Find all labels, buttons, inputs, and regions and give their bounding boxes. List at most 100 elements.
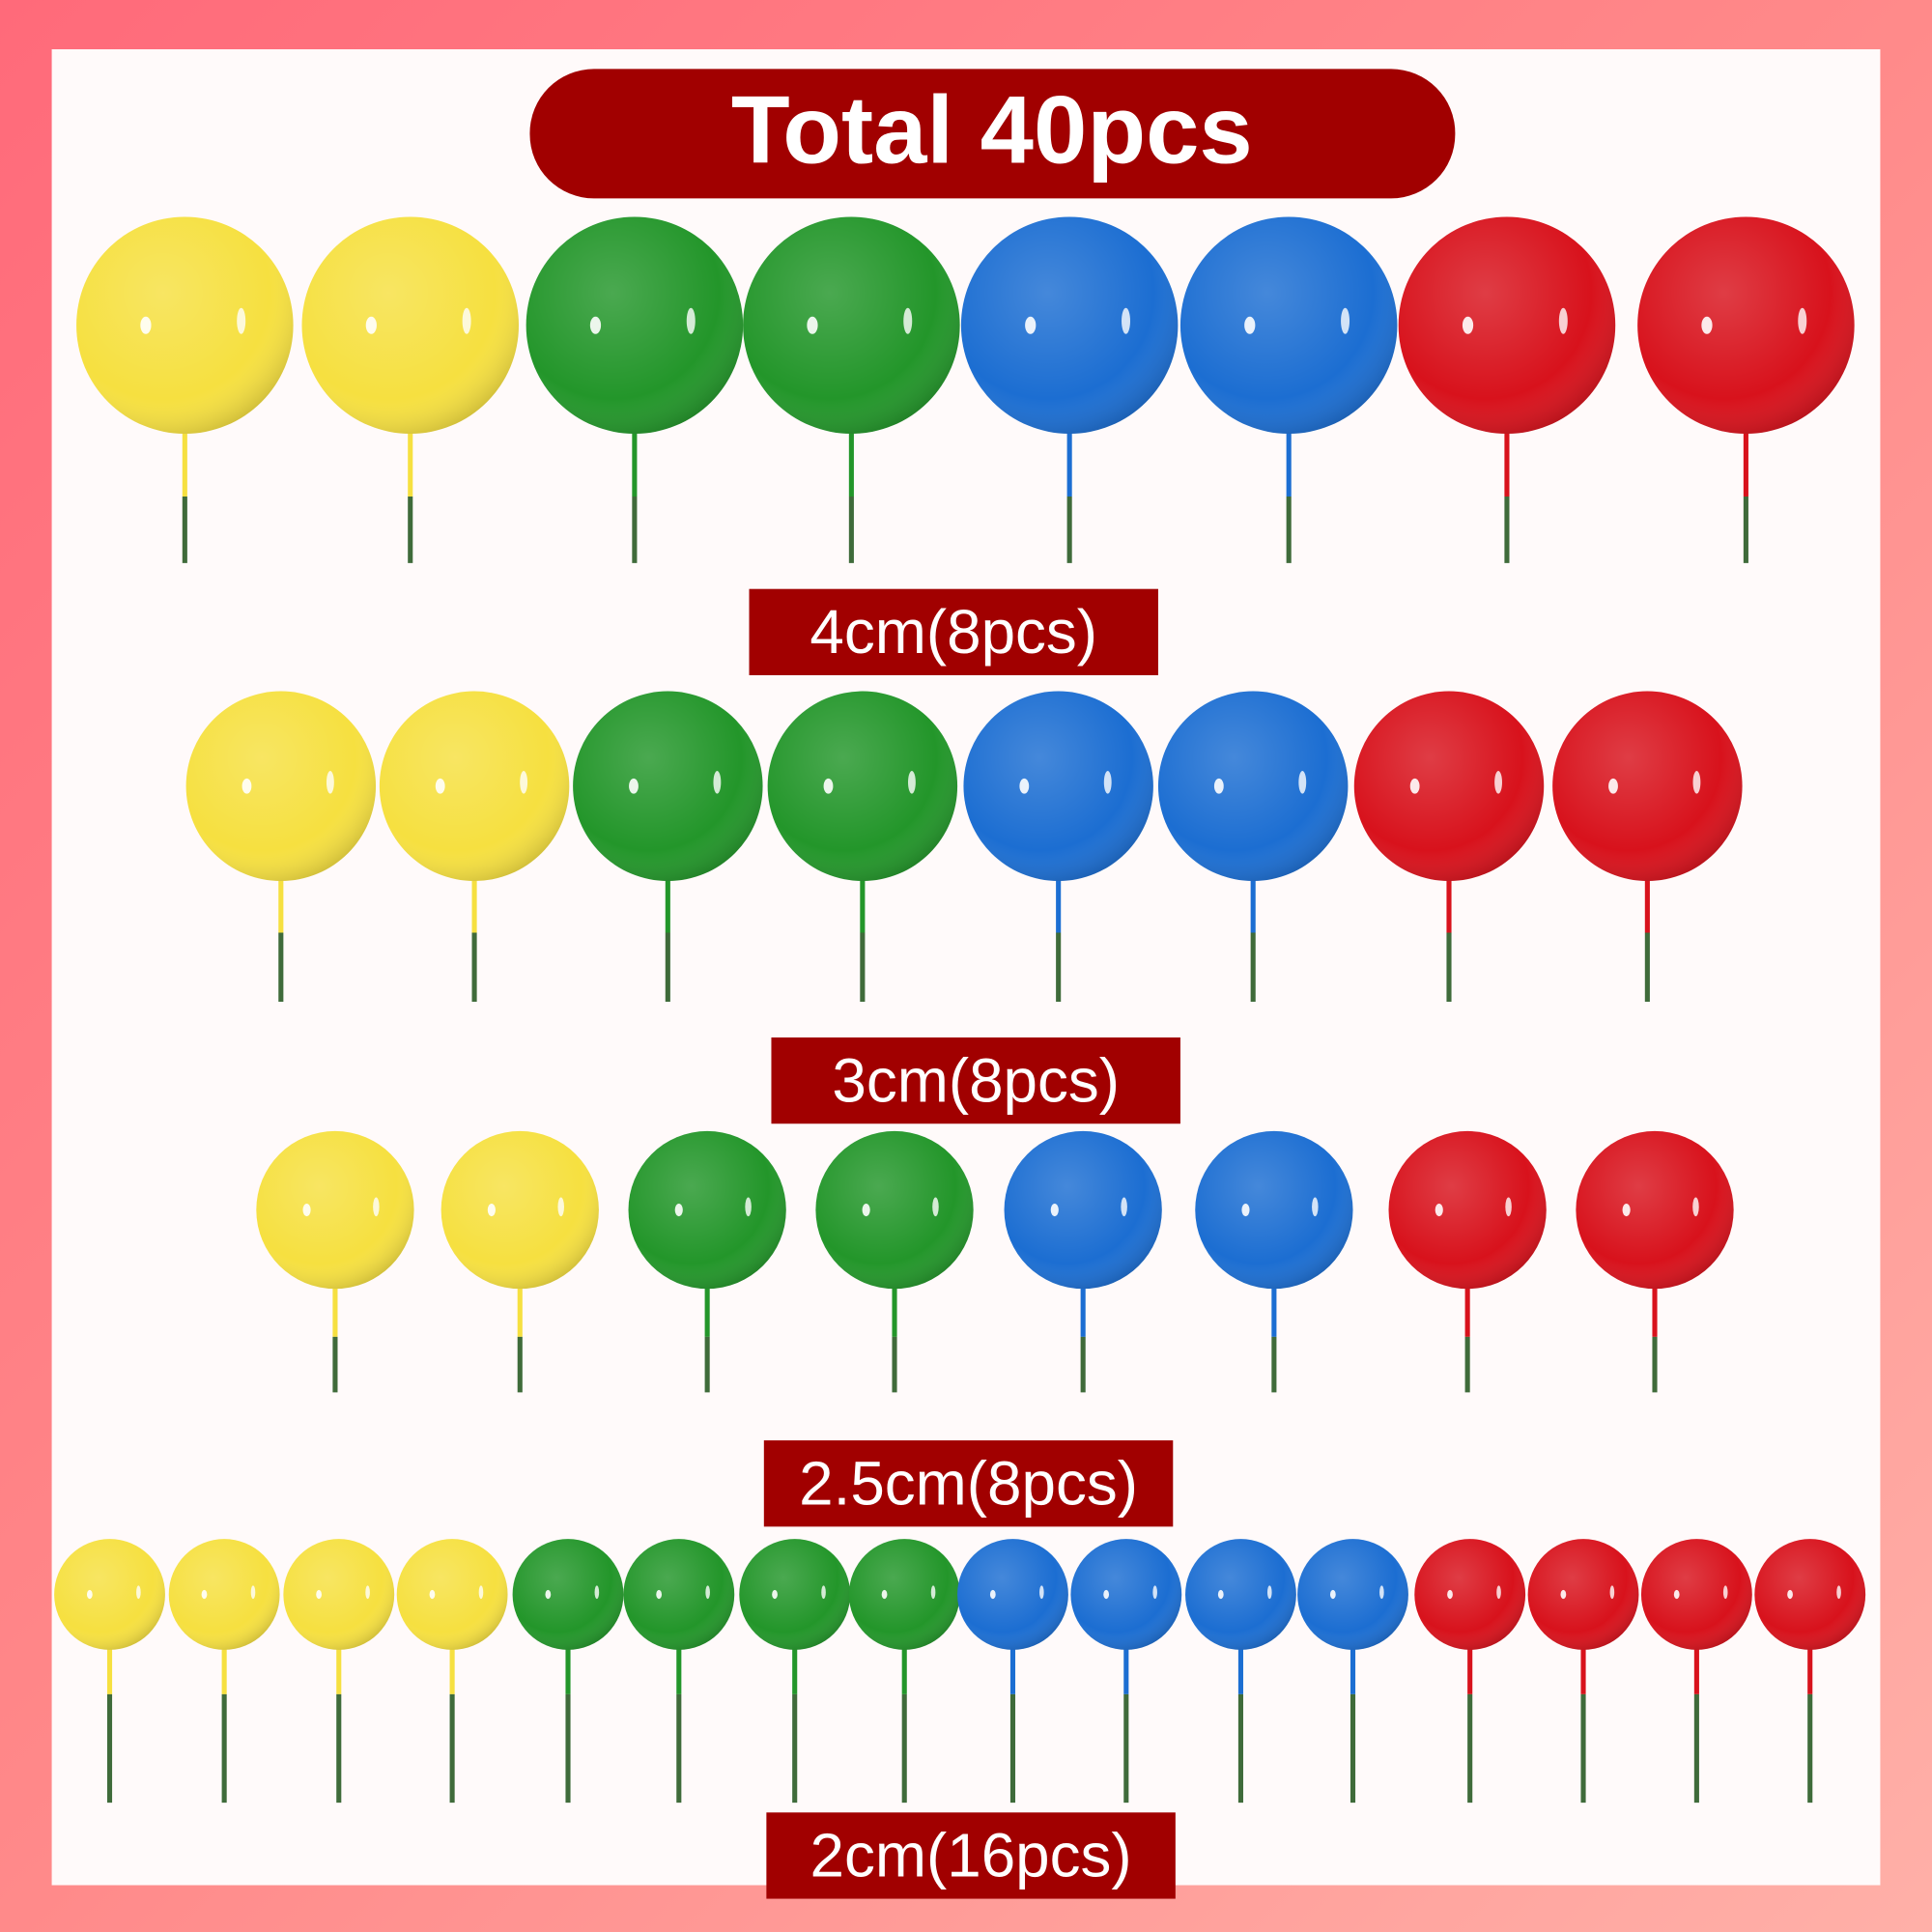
red-ball-topper — [1552, 691, 1743, 1002]
ball-shading — [573, 691, 763, 881]
size-label-text: 4cm(8pcs) — [810, 597, 1097, 667]
ball-shading — [623, 1539, 735, 1650]
highlight — [1312, 1197, 1319, 1217]
ball-row-4 — [54, 1539, 1866, 1804]
blue-ball-topper — [1157, 691, 1349, 1002]
highlight — [373, 1197, 380, 1217]
ball-shading — [283, 1539, 395, 1650]
green-ball-topper — [815, 1130, 974, 1393]
size-label-text: 2cm(16pcs) — [810, 1821, 1132, 1890]
highlight — [478, 1585, 484, 1600]
ball-shading — [526, 216, 744, 434]
ball-row-2 — [185, 691, 1743, 1002]
ball-shading — [1004, 1130, 1162, 1290]
highlight — [1447, 1589, 1453, 1600]
highlight — [745, 1197, 752, 1217]
blue-ball-topper — [1004, 1130, 1162, 1393]
yellow-ball-topper — [379, 691, 570, 1002]
highlight — [316, 1589, 322, 1600]
ball-shading — [76, 216, 294, 434]
ball-row-3 — [256, 1130, 1734, 1393]
green-ball-topper — [628, 1130, 786, 1393]
highlight — [1673, 1589, 1680, 1600]
highlight — [237, 307, 246, 334]
highlight — [1692, 771, 1701, 794]
green-ball-topper — [743, 216, 960, 563]
highlight — [1217, 1589, 1224, 1600]
ball-shading — [1637, 216, 1855, 434]
highlight — [907, 771, 916, 794]
ball-shading — [396, 1539, 508, 1650]
blue-ball-topper — [1297, 1539, 1408, 1804]
highlight — [1103, 1589, 1110, 1600]
ball-shading — [1070, 1539, 1182, 1650]
title-banner: Total 40pcs — [529, 69, 1456, 199]
highlight — [932, 1197, 939, 1217]
highlight — [1103, 771, 1112, 794]
highlight — [674, 1204, 683, 1217]
blue-ball-topper — [1179, 216, 1398, 563]
highlight — [1025, 316, 1037, 334]
highlight — [1152, 1585, 1157, 1600]
highlight — [686, 307, 696, 334]
size-label-bg — [749, 588, 1158, 675]
ball-row-1 — [76, 216, 1855, 563]
ball-shading — [739, 1539, 851, 1650]
ball-shading — [1179, 216, 1398, 434]
highlight — [1122, 307, 1130, 334]
highlight — [589, 316, 602, 334]
ball-shading — [960, 216, 1179, 434]
red-ball-topper — [1414, 1539, 1526, 1804]
highlight — [1560, 1589, 1567, 1600]
highlight — [772, 1589, 778, 1600]
highlight — [1050, 1204, 1059, 1217]
green-ball-topper — [573, 691, 763, 1002]
blue-ball-topper — [1195, 1130, 1353, 1393]
highlight — [1494, 771, 1503, 794]
red-ball-topper — [1637, 216, 1855, 563]
highlight — [365, 316, 377, 334]
highlight — [242, 778, 252, 794]
highlight — [1435, 1204, 1443, 1217]
size-label-3: 2.5cm(8pcs) — [763, 1440, 1174, 1527]
highlight — [545, 1589, 552, 1600]
yellow-ball-topper — [256, 1130, 414, 1393]
highlight — [487, 1204, 496, 1217]
ball-shading — [1195, 1130, 1353, 1290]
highlight — [823, 778, 834, 794]
highlight — [1836, 1585, 1841, 1600]
labels-layer: 4cm(8pcs) 3cm(8pcs) 2.5cm(8pcs) 2cm(16pcs) — [749, 588, 1180, 1899]
highlight — [136, 1585, 141, 1600]
highlight — [429, 1589, 436, 1600]
ball-shading — [815, 1130, 974, 1290]
red-ball-topper — [1398, 216, 1616, 563]
ball-shading — [957, 1539, 1068, 1650]
highlight — [365, 1585, 370, 1600]
red-ball-topper — [1527, 1539, 1639, 1804]
highlight — [903, 307, 913, 334]
highlight — [201, 1589, 208, 1600]
highlight — [250, 1585, 256, 1600]
ball-shading — [512, 1539, 624, 1650]
highlight — [1558, 307, 1568, 334]
highlight — [807, 316, 818, 334]
ball-shading — [1388, 1130, 1547, 1290]
highlight — [1329, 1589, 1336, 1600]
ball-shading — [1353, 691, 1545, 881]
green-ball-topper — [848, 1539, 960, 1804]
green-ball-topper — [767, 691, 958, 1002]
size-label-1: 4cm(8pcs) — [749, 588, 1158, 675]
size-label-4: 2cm(16pcs) — [766, 1812, 1176, 1899]
yellow-ball-topper — [168, 1539, 280, 1804]
highlight — [821, 1585, 826, 1600]
yellow-ball-topper — [301, 216, 519, 563]
highlight — [1462, 316, 1474, 334]
size-label-bg — [763, 1440, 1174, 1527]
highlight — [1341, 307, 1350, 334]
highlight — [1622, 1204, 1631, 1217]
highlight — [1701, 316, 1713, 334]
yellow-ball-topper — [185, 691, 377, 1002]
size-label-bg — [771, 1037, 1180, 1124]
ball-shading — [379, 691, 570, 881]
ball-shading — [848, 1539, 960, 1650]
